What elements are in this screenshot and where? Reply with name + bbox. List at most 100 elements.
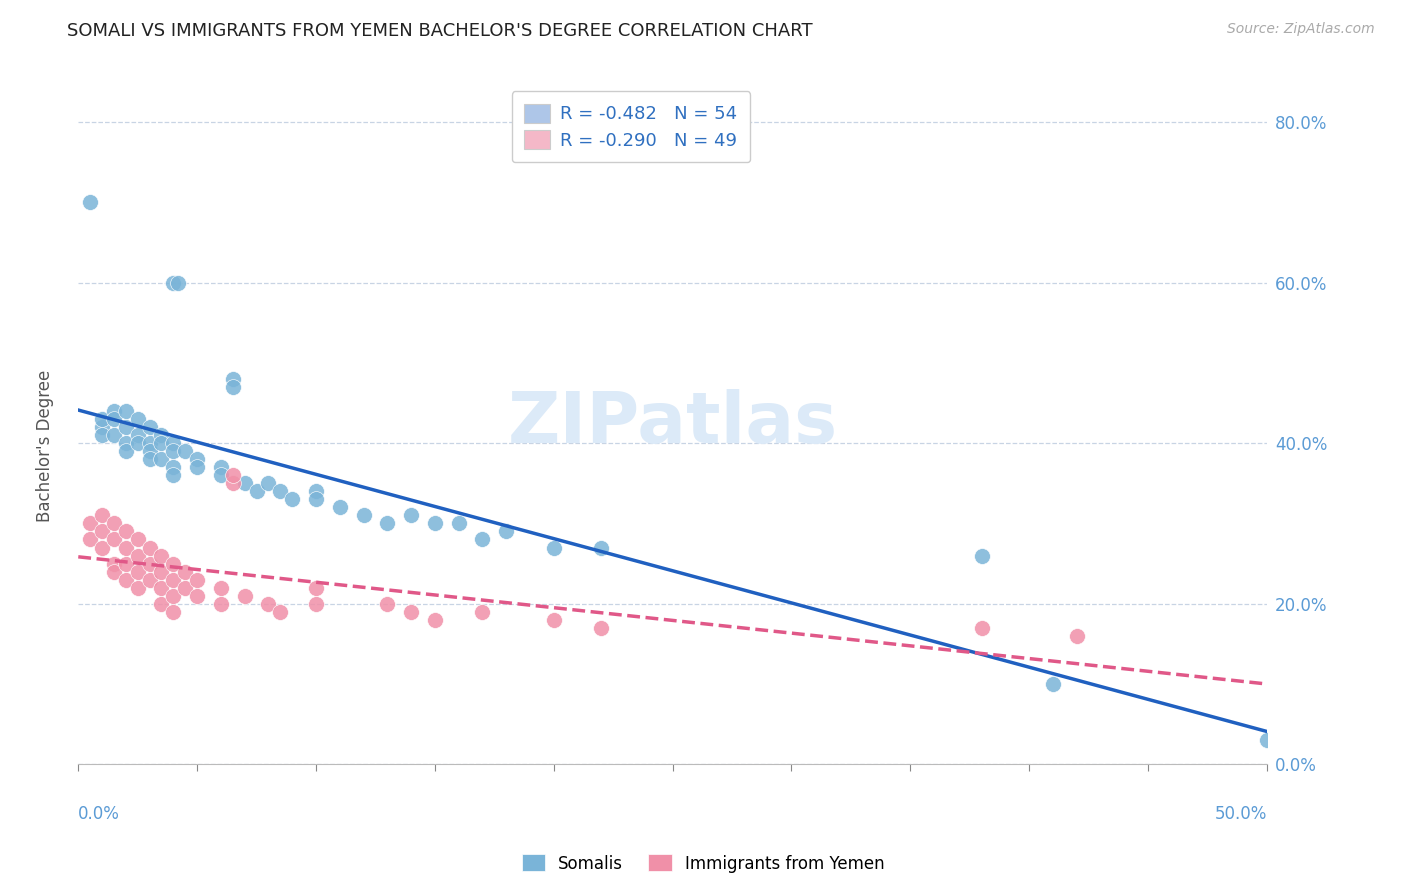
Point [245, 484, 267, 499]
Point [150, 436, 173, 450]
Point [447, 516, 470, 531]
Point [353, 508, 375, 523]
Point [91, 508, 114, 523]
Point [127, 565, 149, 579]
Point [114, 436, 136, 450]
Point [471, 533, 494, 547]
Point [103, 516, 125, 531]
Text: Source: ZipAtlas.com: Source: ZipAtlas.com [1227, 22, 1375, 37]
Point [138, 541, 160, 555]
Point [91, 412, 114, 426]
Point [127, 428, 149, 442]
Point [114, 420, 136, 434]
Point [91, 524, 114, 539]
Point [281, 492, 304, 507]
Point [167, 276, 190, 290]
Point [329, 500, 352, 515]
Point [103, 404, 125, 418]
Point [91, 541, 114, 555]
Point [150, 549, 173, 563]
Point [127, 549, 149, 563]
Point [269, 605, 291, 619]
Point [233, 476, 256, 491]
Point [103, 428, 125, 442]
Point [970, 621, 993, 635]
Point [103, 557, 125, 571]
Point [257, 597, 280, 611]
Point [222, 476, 245, 491]
Point [138, 452, 160, 467]
Point [162, 460, 184, 475]
Point [114, 524, 136, 539]
Point [91, 420, 114, 434]
Point [186, 460, 208, 475]
Point [162, 605, 184, 619]
Point [162, 276, 184, 290]
Point [162, 589, 184, 603]
Point [543, 613, 565, 627]
Point [79, 533, 101, 547]
Point [209, 468, 232, 483]
Legend: R = -0.482   N = 54, R = -0.290   N = 49: R = -0.482 N = 54, R = -0.290 N = 49 [512, 91, 751, 162]
Text: ZIPatlas: ZIPatlas [508, 389, 838, 458]
Point [138, 557, 160, 571]
Point [114, 444, 136, 458]
Point [305, 492, 328, 507]
Text: 0.0%: 0.0% [79, 805, 120, 823]
Point [127, 412, 149, 426]
Point [162, 468, 184, 483]
Point [209, 597, 232, 611]
Point [1042, 677, 1064, 691]
Point [375, 597, 398, 611]
Point [495, 524, 517, 539]
Point [174, 565, 197, 579]
Point [591, 621, 613, 635]
Point [209, 460, 232, 475]
Point [138, 444, 160, 458]
Point [79, 195, 101, 210]
Point [269, 484, 291, 499]
Point [127, 436, 149, 450]
Point [209, 581, 232, 595]
Point [103, 565, 125, 579]
Point [91, 428, 114, 442]
Point [162, 436, 184, 450]
Point [305, 581, 328, 595]
Text: 50.0%: 50.0% [1215, 805, 1267, 823]
Point [970, 549, 993, 563]
Point [1256, 733, 1278, 747]
Point [138, 436, 160, 450]
Point [103, 412, 125, 426]
Point [174, 444, 197, 458]
Point [305, 484, 328, 499]
Point [150, 428, 173, 442]
Point [222, 468, 245, 483]
Point [423, 613, 446, 627]
Point [162, 557, 184, 571]
Text: SOMALI VS IMMIGRANTS FROM YEMEN BACHELOR'S DEGREE CORRELATION CHART: SOMALI VS IMMIGRANTS FROM YEMEN BACHELOR… [67, 22, 813, 40]
Point [186, 589, 208, 603]
Point [399, 508, 422, 523]
Point [114, 404, 136, 418]
Point [375, 516, 398, 531]
Point [114, 541, 136, 555]
Point [150, 565, 173, 579]
Point [543, 541, 565, 555]
Point [186, 452, 208, 467]
Point [471, 605, 494, 619]
Point [305, 597, 328, 611]
Point [1066, 629, 1088, 643]
Point [174, 581, 197, 595]
Point [127, 533, 149, 547]
Point [423, 516, 446, 531]
Text: Bachelor's Degree: Bachelor's Degree [37, 370, 53, 522]
Point [257, 476, 280, 491]
Point [150, 452, 173, 467]
Legend: Somalis, Immigrants from Yemen: Somalis, Immigrants from Yemen [515, 847, 891, 880]
Point [103, 533, 125, 547]
Point [79, 516, 101, 531]
Point [138, 573, 160, 587]
Point [233, 589, 256, 603]
Point [138, 420, 160, 434]
Point [150, 581, 173, 595]
